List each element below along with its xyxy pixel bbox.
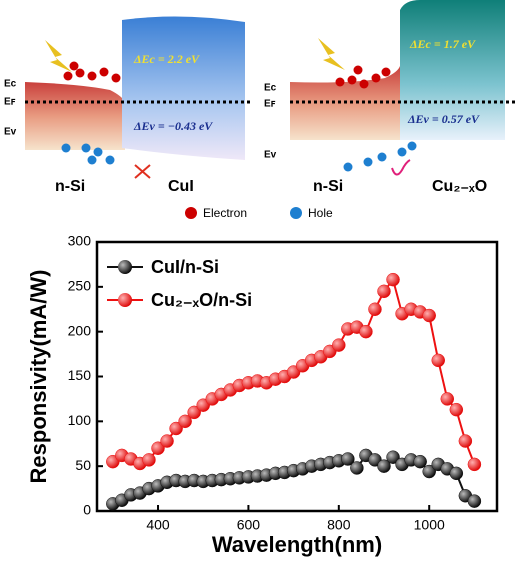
material-label: n-Si <box>55 178 85 195</box>
y-tick-label: 50 <box>75 457 91 473</box>
data-point <box>359 324 373 339</box>
material-label: CuI <box>168 178 194 195</box>
y-axis-label: Responsivity(mA/W) <box>26 270 51 484</box>
hole-swatch <box>290 207 302 219</box>
data-point <box>350 461 364 475</box>
y-tick-label: 100 <box>68 412 92 428</box>
delta-ec: ΔEc = 1.7 eV <box>409 37 476 51</box>
x-tick-label: 800 <box>327 517 351 533</box>
chart: 0 50 100 150 200 250 300 400 600 800 1000 Wavelengt… <box>26 233 499 557</box>
electrons <box>63 61 121 83</box>
data-point <box>449 402 464 417</box>
data-point <box>332 338 346 352</box>
legend-label: Cu₂₋ₓO/n-Si <box>151 290 252 310</box>
holes <box>61 143 115 165</box>
data-point <box>142 453 156 467</box>
pass-mark <box>391 159 411 176</box>
data-point <box>422 308 436 323</box>
data-point <box>467 457 482 472</box>
holes <box>343 141 417 172</box>
cui-band <box>122 16 245 161</box>
blocked-mark <box>134 164 151 179</box>
cu2o-band <box>400 0 505 140</box>
left-diagram: Ec Eꜰ Ev ΔEc = 2.2 eV ΔEv = −0.43 eV n-S… <box>4 16 250 195</box>
plot-frame <box>95 240 499 513</box>
y-tick-label: 0 <box>83 502 91 518</box>
delta-ev: ΔEv = 0.57 eV <box>407 112 480 126</box>
electron-swatch <box>185 207 197 219</box>
data-point <box>386 272 400 287</box>
legend-marker <box>118 260 132 274</box>
y-tick-label: 200 <box>68 322 92 338</box>
light-icon <box>45 40 72 72</box>
data-point <box>151 441 165 455</box>
data-point <box>413 454 427 469</box>
x-tick-label: 1000 <box>414 517 445 533</box>
carrier-legend: Electron Hole <box>185 206 333 220</box>
legend-label: Electron <box>203 206 247 220</box>
y-tick-label: 300 <box>68 233 92 249</box>
y-tick-label: 250 <box>68 278 92 294</box>
delta-ev: ΔEv = −0.43 eV <box>133 119 213 133</box>
material-label: Cu₂₋ₓO <box>432 178 487 195</box>
x-tick-label: 600 <box>237 517 261 533</box>
data-point <box>160 434 174 448</box>
data-point <box>458 434 473 448</box>
legend-label: CuI/n-Si <box>151 257 219 277</box>
ec-label: Ec <box>4 79 17 90</box>
data-point <box>377 459 391 473</box>
ef-label: Eꜰ <box>264 99 276 110</box>
legend-marker <box>118 293 132 307</box>
x-tick-label: 400 <box>146 517 170 533</box>
light-icon <box>318 38 345 70</box>
data-point <box>386 450 400 464</box>
data-point <box>431 353 445 368</box>
ef-label: Eꜰ <box>4 97 16 108</box>
ev-label: Ev <box>264 150 277 161</box>
x-axis-label: Wavelength(nm) <box>212 532 382 557</box>
data-point <box>169 421 183 436</box>
material-label: n-Si <box>313 178 343 195</box>
data-point <box>440 392 455 406</box>
y-tick-label: 150 <box>68 367 92 383</box>
data-point <box>449 466 464 481</box>
right-diagram: Ec Eꜰ Ev ΔEc = 1.7 eV ΔEv = 0.57 eV n-Si… <box>264 0 515 195</box>
data-point <box>377 284 391 299</box>
data-point <box>467 494 482 508</box>
electrons <box>335 65 391 89</box>
legend-label: Hole <box>308 206 333 220</box>
ev-label: Ev <box>4 127 17 138</box>
data-point <box>368 302 382 316</box>
n-si-band <box>25 82 125 150</box>
delta-ec: ΔEc = 2.2 eV <box>133 52 200 66</box>
data-point <box>178 414 192 429</box>
data-point <box>341 452 355 466</box>
ec-label: Ec <box>264 83 277 94</box>
data-point <box>187 405 201 420</box>
data-point <box>422 464 436 479</box>
